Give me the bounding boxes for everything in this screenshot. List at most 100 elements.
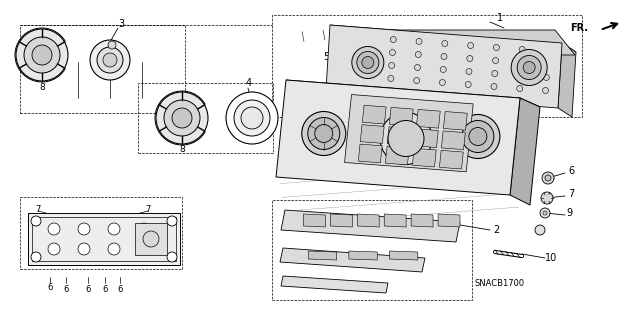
Circle shape <box>234 100 270 136</box>
Circle shape <box>352 47 384 78</box>
Text: 6: 6 <box>63 285 68 293</box>
Circle shape <box>78 243 90 255</box>
Text: 7: 7 <box>35 204 41 213</box>
Circle shape <box>535 225 545 235</box>
Circle shape <box>492 70 498 77</box>
Circle shape <box>138 223 150 235</box>
Circle shape <box>493 57 499 63</box>
Polygon shape <box>389 251 418 260</box>
Text: 8: 8 <box>179 145 185 154</box>
Circle shape <box>467 56 473 62</box>
Circle shape <box>390 49 396 56</box>
Text: 10: 10 <box>545 253 557 263</box>
Text: 7: 7 <box>568 189 574 199</box>
Polygon shape <box>330 25 576 52</box>
Text: 6: 6 <box>85 285 91 293</box>
Circle shape <box>440 79 445 85</box>
Polygon shape <box>349 251 377 260</box>
Polygon shape <box>335 30 575 55</box>
Circle shape <box>108 243 120 255</box>
Circle shape <box>543 211 547 215</box>
Circle shape <box>226 92 278 144</box>
Circle shape <box>362 56 374 69</box>
Circle shape <box>469 128 487 145</box>
Circle shape <box>441 54 447 60</box>
Circle shape <box>440 66 446 72</box>
Polygon shape <box>411 214 433 227</box>
Circle shape <box>108 41 116 49</box>
Circle shape <box>519 47 525 53</box>
Circle shape <box>465 81 471 87</box>
Polygon shape <box>438 214 460 227</box>
Polygon shape <box>303 214 325 227</box>
Polygon shape <box>357 214 379 227</box>
Text: 6: 6 <box>117 285 123 293</box>
Circle shape <box>543 87 548 93</box>
Circle shape <box>416 39 422 44</box>
Circle shape <box>156 92 208 144</box>
Circle shape <box>540 208 550 218</box>
Polygon shape <box>444 112 467 130</box>
Bar <box>272 15 582 117</box>
Circle shape <box>388 121 424 157</box>
Circle shape <box>493 44 499 50</box>
Circle shape <box>315 124 333 143</box>
Polygon shape <box>412 148 436 167</box>
Circle shape <box>302 112 346 155</box>
Circle shape <box>517 56 541 79</box>
Text: 8: 8 <box>39 83 45 92</box>
Bar <box>135 223 167 255</box>
Polygon shape <box>276 80 520 195</box>
Circle shape <box>523 62 535 73</box>
Polygon shape <box>344 94 473 172</box>
Circle shape <box>462 121 494 152</box>
Text: 2: 2 <box>493 225 499 235</box>
Circle shape <box>542 172 554 184</box>
Polygon shape <box>281 276 388 293</box>
Bar <box>32 217 176 261</box>
Text: 1: 1 <box>497 13 503 23</box>
Circle shape <box>167 216 177 226</box>
Polygon shape <box>308 251 337 260</box>
Polygon shape <box>442 131 465 150</box>
Text: 6: 6 <box>102 285 108 293</box>
Circle shape <box>172 108 192 128</box>
Circle shape <box>138 243 150 255</box>
Circle shape <box>518 72 524 78</box>
Bar <box>20 25 185 113</box>
Circle shape <box>466 69 472 75</box>
Circle shape <box>511 49 547 85</box>
Circle shape <box>390 36 396 42</box>
Circle shape <box>308 117 340 150</box>
Circle shape <box>468 42 474 48</box>
Circle shape <box>24 37 60 73</box>
Text: 7: 7 <box>145 204 150 213</box>
Circle shape <box>48 223 60 235</box>
Polygon shape <box>510 98 540 205</box>
Polygon shape <box>362 105 386 124</box>
Text: 6: 6 <box>568 166 574 176</box>
Circle shape <box>543 75 549 80</box>
Bar <box>20 197 182 269</box>
Polygon shape <box>360 125 384 143</box>
Bar <box>272 200 472 300</box>
Circle shape <box>241 107 263 129</box>
Circle shape <box>167 252 177 262</box>
Circle shape <box>415 51 421 57</box>
Polygon shape <box>440 150 463 169</box>
Circle shape <box>388 63 395 69</box>
Polygon shape <box>280 248 425 272</box>
Polygon shape <box>358 144 382 163</box>
Circle shape <box>545 175 551 181</box>
Polygon shape <box>286 80 540 107</box>
Circle shape <box>415 64 420 70</box>
Polygon shape <box>281 210 460 242</box>
Polygon shape <box>326 25 562 108</box>
Bar <box>28 213 180 265</box>
Circle shape <box>90 40 130 80</box>
Circle shape <box>108 223 120 235</box>
Circle shape <box>491 84 497 90</box>
Circle shape <box>48 243 60 255</box>
Text: 6: 6 <box>47 283 52 292</box>
Polygon shape <box>330 214 352 227</box>
